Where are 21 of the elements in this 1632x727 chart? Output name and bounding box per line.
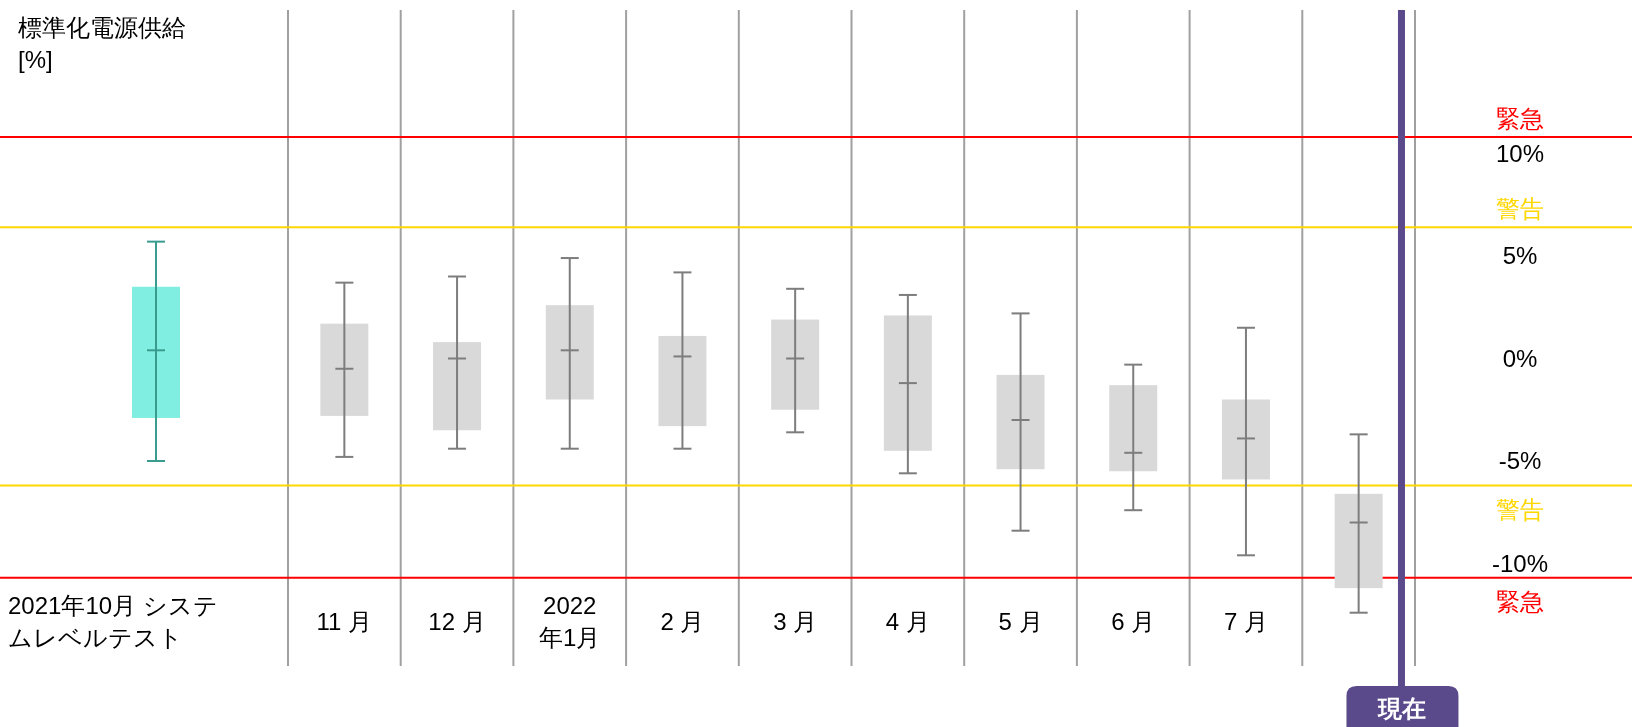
y-tick-label: 10%: [1495, 139, 1545, 167]
x-tick-label: 5 月: [998, 608, 1043, 635]
ref-line-label: 緊急: [1496, 587, 1544, 615]
ref-line-label: 警告: [1496, 495, 1544, 523]
x-tick-label: 11 月: [316, 608, 373, 635]
x-tick-label: 7 月: [1223, 608, 1268, 635]
x-tick-label: 2 月: [660, 608, 705, 635]
y-axis-title: 標準化電源供給 [%]: [18, 14, 186, 73]
x-tick-label: 2021年10月 システムレベルテスト: [8, 592, 218, 651]
y-tick-label: -5%: [1498, 447, 1542, 474]
x-tick-label: 4 月: [885, 608, 930, 635]
ref-line-label: 緊急: [1496, 105, 1544, 133]
x-tick-label: 12 月: [428, 608, 486, 635]
x-tick-label: 3 月: [773, 608, 818, 635]
y-tick-label: 0%: [1502, 344, 1538, 372]
x-tick-label: 2022 年1月: [539, 592, 601, 651]
x-tick-label: 6 月: [1111, 608, 1156, 635]
text: 現在: [1377, 695, 1427, 722]
y-tick-label: 5%: [1502, 242, 1538, 269]
ref-line-label: 警告: [1496, 195, 1544, 223]
y-tick-label: -10%: [1491, 549, 1549, 577]
